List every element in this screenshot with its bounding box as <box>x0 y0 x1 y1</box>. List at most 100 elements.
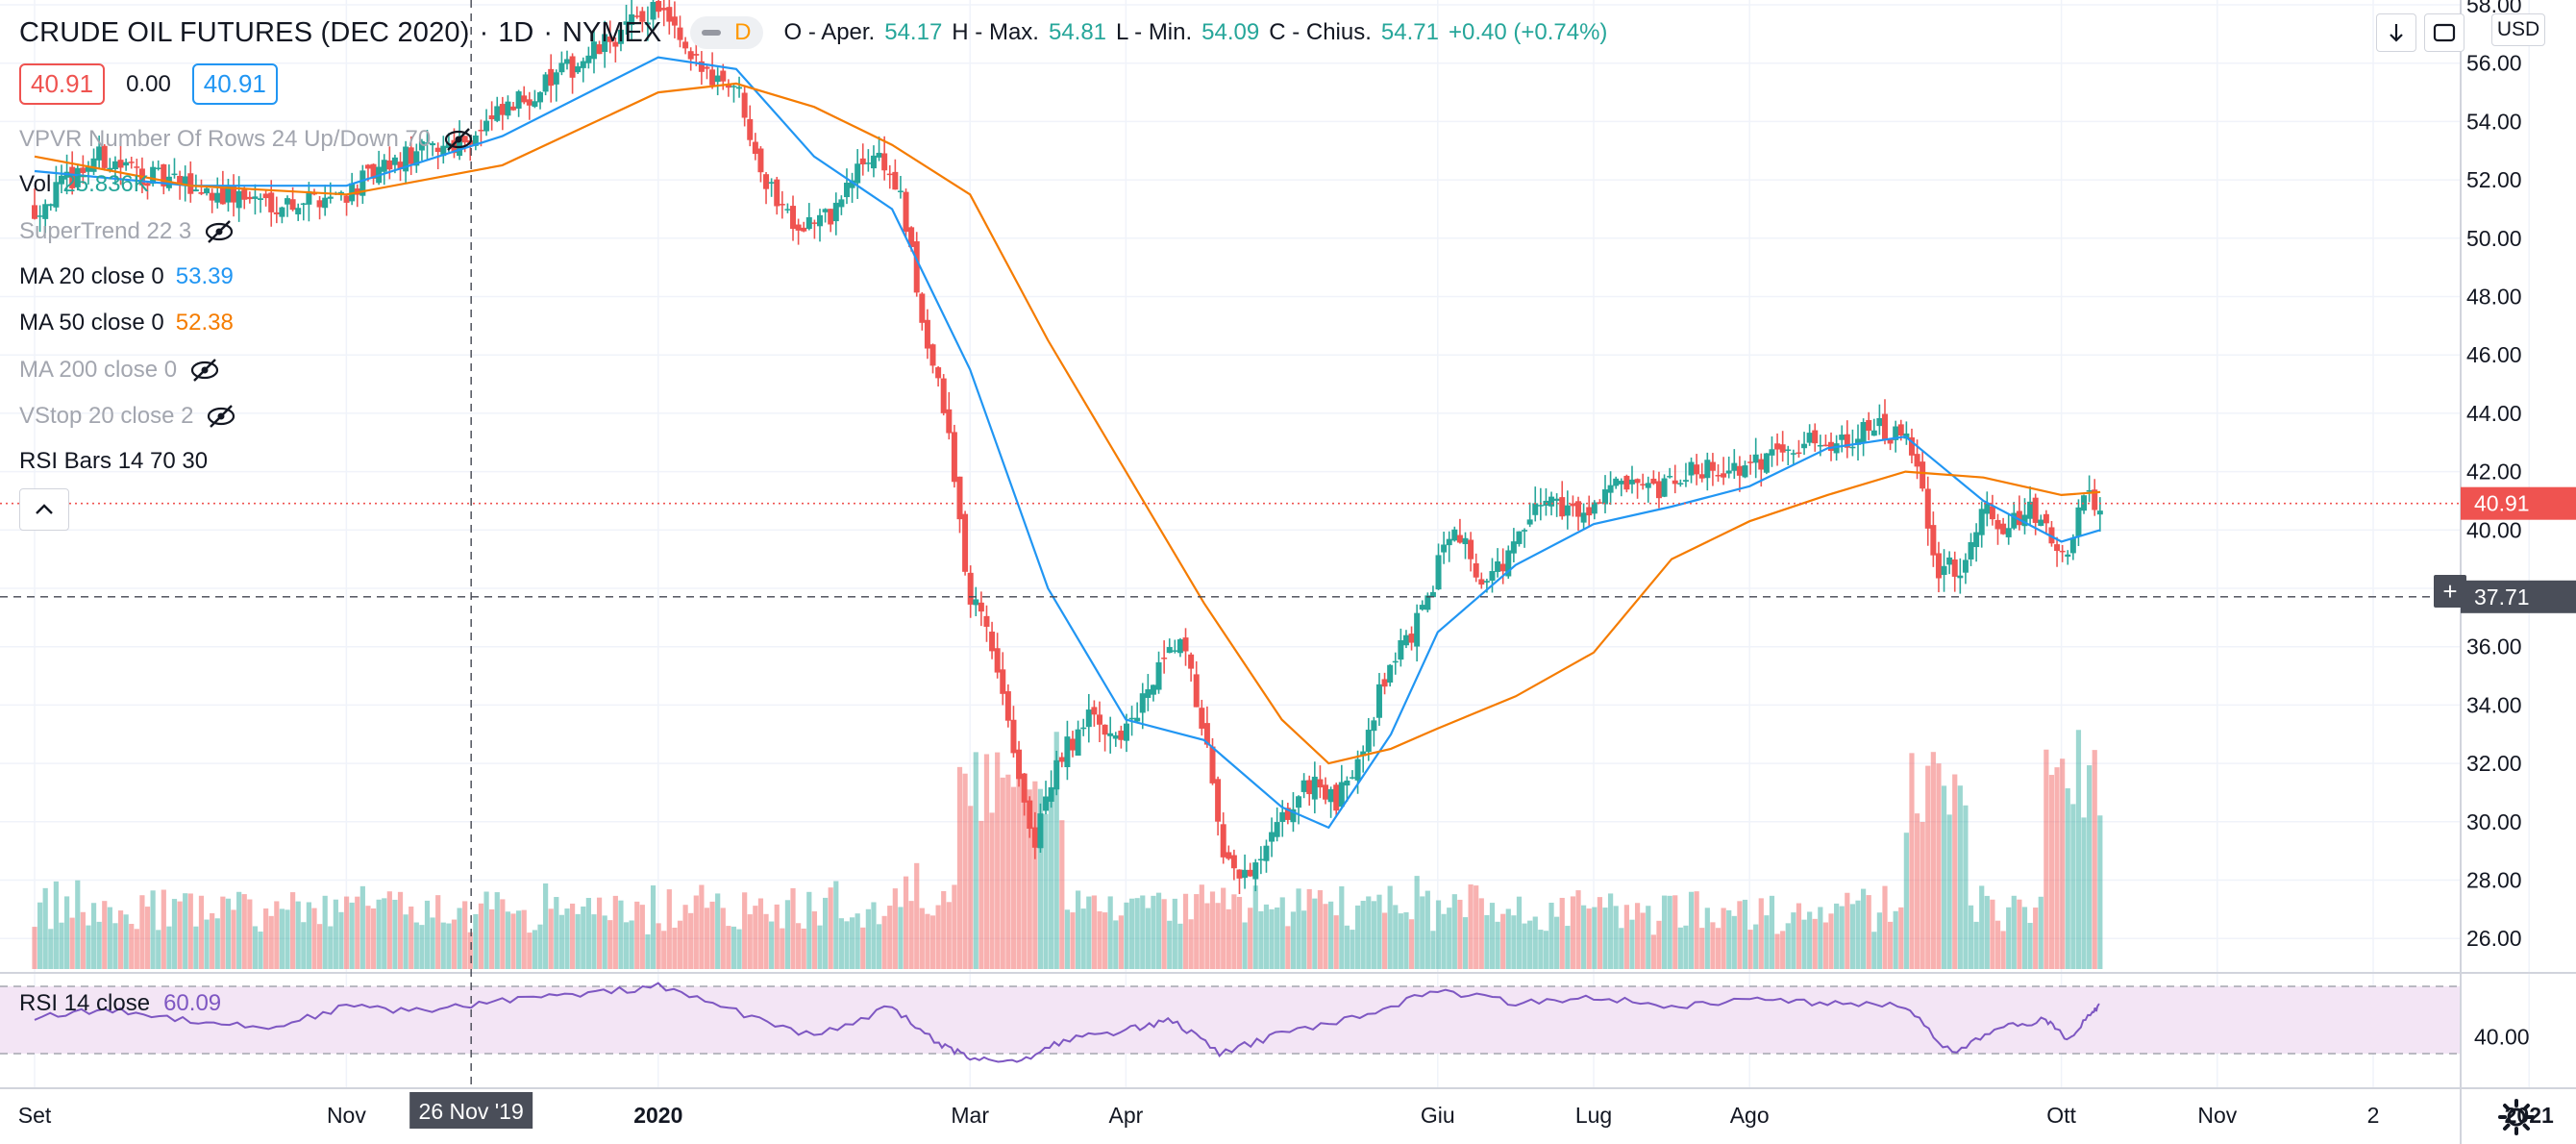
candle-body <box>989 632 996 652</box>
volume-bar <box>1177 923 1183 969</box>
volume-bar <box>1737 901 1743 969</box>
eye-crossed-icon[interactable] <box>442 125 475 154</box>
candle-body <box>677 27 683 40</box>
candle-body <box>499 104 506 115</box>
candle-body <box>682 41 689 49</box>
volume-bar <box>1812 918 1818 969</box>
candle-body <box>1801 443 1808 449</box>
candle-body <box>983 615 990 627</box>
volume-bar <box>941 890 947 969</box>
volume-bar <box>413 922 419 969</box>
volume-bar <box>59 922 64 969</box>
indicator-legend-item[interactable]: Vol 25.836K <box>19 171 149 198</box>
volume-bar <box>1538 930 1544 969</box>
volume-bar <box>241 894 247 969</box>
volume-bar <box>1845 892 1850 969</box>
candle-body <box>1327 788 1334 803</box>
candle-body <box>747 118 754 140</box>
indicator-legend-item[interactable]: MA 200 close 0 <box>19 356 221 385</box>
volume-bar <box>849 917 855 969</box>
time-tick-label: 2020 <box>633 1103 682 1128</box>
indicator-legend-item[interactable]: VPVR Number Of Rows 24 Up/Down 70 <box>19 125 475 154</box>
candle-body <box>671 16 678 26</box>
scroll-down-button[interactable] <box>2376 13 2416 52</box>
volume-bar <box>688 912 694 969</box>
candle-body <box>1661 478 1668 497</box>
volume-bar <box>1064 909 1071 969</box>
volume-bar <box>1656 920 1662 969</box>
candle-body <box>2016 510 2022 526</box>
volume-bar <box>457 908 462 969</box>
add-alert-button[interactable]: + <box>2434 575 2466 608</box>
volume-bar <box>1451 894 1457 969</box>
volume-bar <box>1398 913 1403 969</box>
candle-body <box>1499 563 1506 572</box>
currency-button[interactable]: USD <box>2491 13 2545 46</box>
interval-label[interactable]: 1D <box>498 16 534 48</box>
ma50-line <box>34 82 2101 765</box>
flag-pill[interactable]: D <box>690 16 763 49</box>
gear-icon[interactable] <box>2497 1098 2536 1136</box>
candle-body <box>285 198 291 205</box>
candle-body <box>2043 513 2049 524</box>
candle-body <box>1004 691 1011 721</box>
volume-bar <box>187 893 193 969</box>
candle-body <box>1806 433 1813 443</box>
volume-bar <box>844 921 850 969</box>
candle-body <box>1893 426 1899 440</box>
candle-body <box>418 140 425 151</box>
price-tick-label: 52.00 <box>2466 167 2522 192</box>
volume-bar <box>978 820 984 969</box>
indicator-legend-item[interactable]: SuperTrend 22 3 <box>19 217 235 246</box>
symbol-title[interactable]: CRUDE OIL FUTURES (DEC 2020) <box>19 16 470 48</box>
candle-body <box>731 86 737 87</box>
fullscreen-button[interactable] <box>2424 13 2465 52</box>
sell-price-box[interactable]: 40.91 <box>19 63 106 105</box>
indicator-legend-item[interactable]: RSI Bars 14 70 30 <box>19 448 208 475</box>
candle-body <box>666 7 673 22</box>
candle-body <box>720 70 727 82</box>
volume-bar <box>1151 895 1156 969</box>
candle-body <box>364 164 371 169</box>
rsi-legend[interactable]: RSI 14 close 60.09 <box>19 990 222 1016</box>
volume-bar <box>1145 908 1151 969</box>
eye-crossed-icon[interactable] <box>188 356 221 385</box>
volume-bar <box>1172 898 1177 969</box>
candle-body <box>629 13 635 26</box>
volume-bar <box>704 908 710 969</box>
candle-body <box>1881 413 1888 440</box>
candle-body <box>1887 438 1894 444</box>
volume-bar <box>301 922 307 969</box>
volume-bar <box>349 902 355 969</box>
volume-bar <box>1080 908 1086 969</box>
candle-body <box>892 171 899 190</box>
volume-bar <box>1215 903 1221 969</box>
candle-body <box>2065 554 2071 558</box>
candle-body <box>790 206 797 230</box>
candle-body <box>1172 650 1178 652</box>
candle-body <box>805 216 812 230</box>
indicator-legend-item[interactable]: VStop 20 close 2 <box>19 402 237 431</box>
volume-bar <box>1801 919 1807 969</box>
hide-icon[interactable] <box>702 30 722 36</box>
volume-bar <box>1258 910 1264 969</box>
volume-bar <box>69 917 75 969</box>
volume-bar <box>629 920 634 969</box>
indicator-legend-item[interactable]: MA 50 close 0 52.38 <box>19 310 234 336</box>
candle-body <box>2092 489 2098 510</box>
volume-bar <box>919 908 925 969</box>
candle-body <box>1930 525 1937 556</box>
volume-bar <box>699 884 705 969</box>
volume-bar <box>359 885 365 969</box>
eye-crossed-icon[interactable] <box>203 217 235 246</box>
volume-bar <box>1721 908 1726 969</box>
volume-bar <box>2038 896 2043 969</box>
candle-body <box>268 192 275 212</box>
indicator-legend-item[interactable]: MA 20 close 0 53.39 <box>19 263 234 290</box>
buy-price-box[interactable]: 40.91 <box>191 63 278 105</box>
eye-crossed-icon[interactable] <box>205 402 237 431</box>
candle-body <box>1247 869 1253 877</box>
candle-body <box>198 192 205 194</box>
collapse-legend-button[interactable] <box>19 488 69 531</box>
